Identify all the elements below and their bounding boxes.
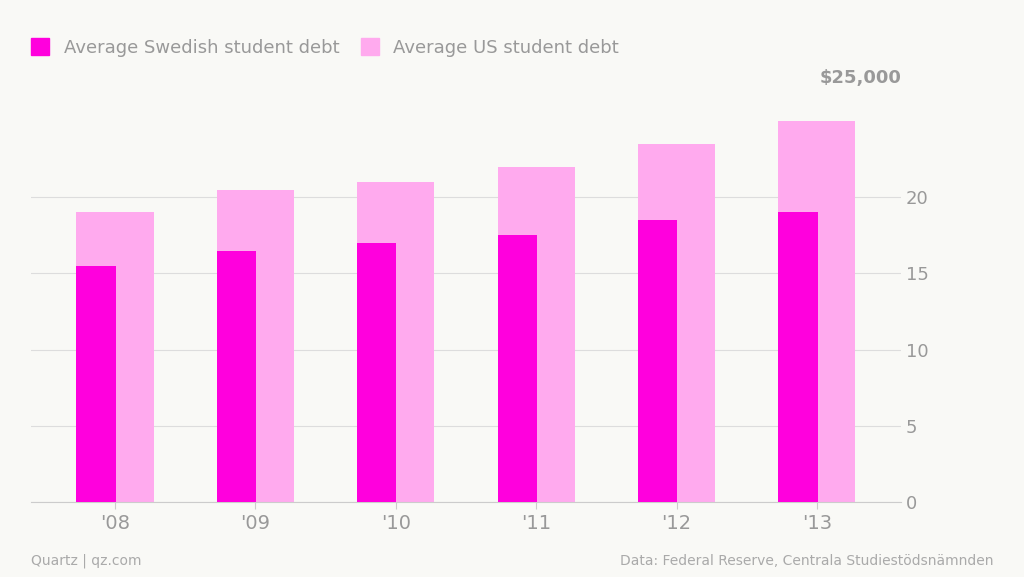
Bar bbox=[77, 212, 154, 502]
Text: Quartz | qz.com: Quartz | qz.com bbox=[31, 554, 141, 568]
Text: $25,000: $25,000 bbox=[819, 69, 901, 87]
Legend: Average Swedish student debt, Average US student debt: Average Swedish student debt, Average US… bbox=[31, 39, 620, 57]
Bar bbox=[778, 121, 855, 502]
Bar bbox=[498, 167, 574, 502]
Bar bbox=[357, 243, 396, 502]
Bar bbox=[77, 266, 116, 502]
Bar bbox=[778, 212, 817, 502]
Bar bbox=[638, 220, 677, 502]
Text: Data: Federal Reserve, Centrala Studiestödsnämnden: Data: Federal Reserve, Centrala Studiest… bbox=[620, 554, 993, 568]
Bar bbox=[217, 189, 294, 502]
Bar bbox=[217, 250, 256, 502]
Bar bbox=[357, 182, 434, 502]
Bar bbox=[638, 144, 715, 502]
Bar bbox=[498, 235, 537, 502]
